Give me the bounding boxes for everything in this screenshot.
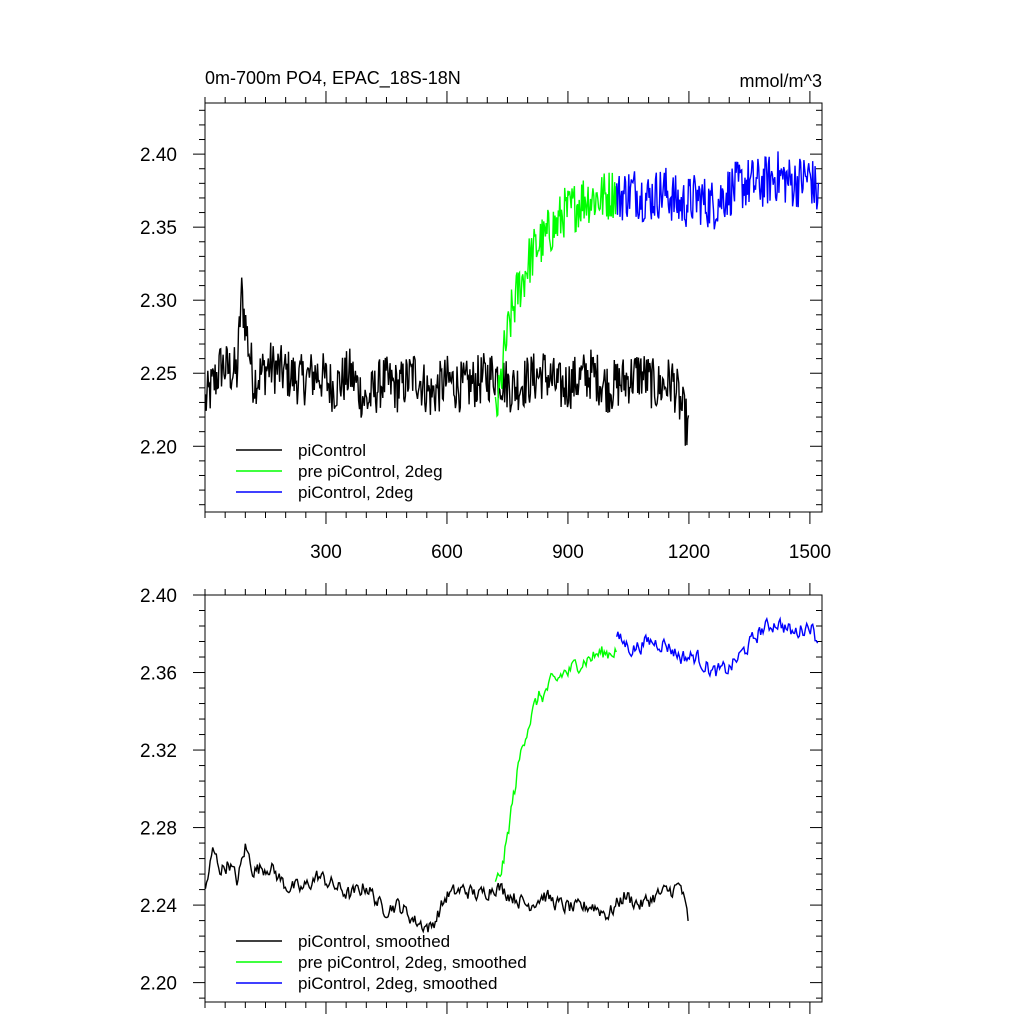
plot-frame: [204, 102, 823, 513]
bottom-panel: 2.20 2.24 2.28 2.32 2.36 2.40 piControl, smoot…: [140, 583, 823, 1014]
chart-title: 0m-700m PO4, EPAC_18S-18N: [205, 68, 461, 89]
legend-label: piControl, 2deg: [298, 483, 413, 502]
x-tick-label: 1200: [668, 542, 710, 563]
legend-label: piControl, smoothed: [298, 932, 450, 951]
y-tick-label: 2.35: [140, 218, 177, 239]
y-tick-label: 2.40: [140, 145, 177, 166]
legend-label: piControl, 2deg, smoothed: [298, 974, 497, 993]
series-line-2: [616, 151, 820, 230]
y-tick-label: 2.24: [140, 896, 177, 917]
legend-label: pre piControl, 2deg, smoothed: [298, 953, 527, 972]
series-line-2: [616, 616, 819, 679]
y-tick-label: 2.30: [140, 291, 177, 312]
y-tick-label: 2.20: [140, 437, 177, 458]
y-tick-label: 2.25: [140, 364, 177, 385]
x-tick-label: 1500: [789, 542, 831, 563]
x-tick-label: 900: [552, 542, 584, 563]
top-panel: 0m-700m PO4, EPAC_18S-18N mmol/m^3 300 600 9…: [140, 68, 831, 563]
series-line-0: [205, 843, 689, 934]
series-line-1: [494, 172, 617, 418]
series-line-0: [205, 277, 690, 446]
x-tick-label: 600: [431, 542, 463, 563]
y-tick-label: 2.36: [140, 664, 177, 685]
legend-label: piControl: [298, 441, 366, 460]
units-label: mmol/m^3: [740, 71, 822, 91]
series-line-1: [494, 646, 617, 882]
x-tick-label: 300: [310, 542, 342, 563]
plot-frame: [204, 594, 823, 1003]
y-tick-label: 2.28: [140, 819, 177, 840]
y-tick-label: 2.40: [140, 586, 177, 607]
legend-label: pre piControl, 2deg: [298, 462, 443, 481]
y-tick-label: 2.20: [140, 974, 177, 995]
y-tick-label: 2.32: [140, 741, 177, 762]
